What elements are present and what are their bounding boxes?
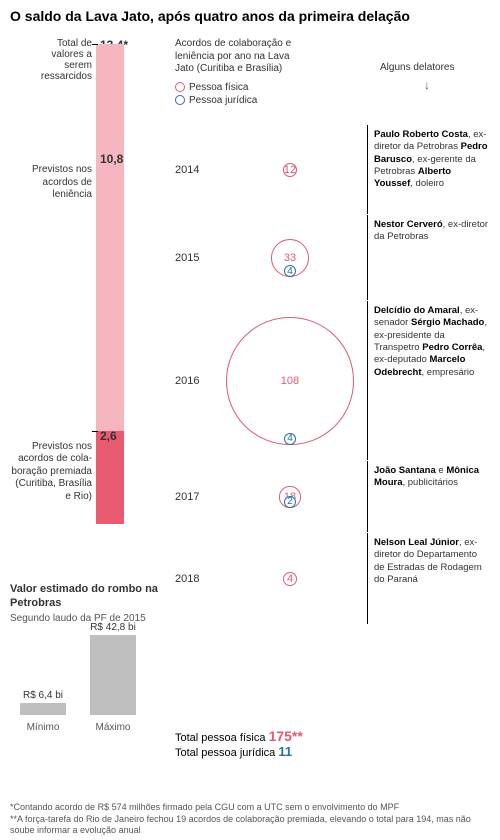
minmax-chart: Valor estimado do rombo na Petrobras Seg…: [10, 583, 180, 743]
total-pj: Total pessoa jurídica 11: [175, 744, 303, 759]
totals: Total pessoa física 175** Total pessoa j…: [175, 728, 303, 759]
delators-text: Delcídio do Amaral, ex-senador Sérgio Ma…: [374, 305, 490, 379]
row-separator: [367, 301, 368, 460]
minmax-bar-label: Mínimo: [13, 722, 73, 733]
minmax-bar: [20, 703, 66, 715]
bubble-row: 2018 4 Nelson Leal Júnior, ex-diretor do D…: [175, 532, 490, 624]
legend-pj: Pessoa jurídica: [175, 95, 490, 106]
bubble-heading: Acordos de colaboração e leniência por a…: [175, 38, 305, 76]
stacked-total-label: Total de valores a serem ressarcidos: [22, 38, 92, 82]
minmax-title: Valor estimado do rombo na Petrobras: [10, 583, 180, 611]
bubble-rows: 2014 12 Paulo Roberto Costa, ex-diretor da…: [175, 124, 490, 624]
segment-label: Previstos nos acordos de cola- boração p…: [10, 441, 92, 504]
legend-pf-label: Pessoa física: [189, 82, 248, 93]
legend-pj-label: Pessoa jurídica: [189, 95, 257, 106]
delators-text: João Santana e Mônica Moura, publicitári…: [374, 465, 490, 490]
total-pf-label: Total pessoa física: [175, 732, 266, 744]
bubble-row: 2014 12 Paulo Roberto Costa, ex-diretor da…: [175, 124, 490, 214]
row-separator: [367, 215, 368, 300]
total-pj-value: 11: [278, 744, 292, 759]
year-label: 2018: [175, 573, 199, 585]
row-separator: [367, 533, 368, 624]
page-title: O saldo da Lava Jato, após quatro anos d…: [0, 0, 500, 28]
total-pf: Total pessoa física 175**: [175, 728, 303, 744]
bubble-pj: 2: [284, 496, 296, 508]
legend: Pessoa física Pessoa jurídica: [175, 82, 490, 106]
bubble-area: 12: [215, 125, 365, 214]
legend-pj-icon: [175, 95, 185, 105]
minmax-bar-value: R$ 6,4 bi: [13, 690, 73, 701]
main-area: Total de valores a serem ressarcidos 13,…: [0, 28, 500, 788]
bubble-row: 20161084Delcídio do Amaral, ex-senador S…: [175, 300, 490, 460]
bubble-area: 334: [215, 215, 365, 300]
stacked-segment: [96, 431, 124, 524]
bubble-row: 2015 334 Nestor Cerveró, ex-diretor da Pet…: [175, 214, 490, 300]
delatores-heading: Alguns delatores: [380, 62, 480, 73]
stacked-bar-chart: Total de valores a serem ressarcidos 13,…: [10, 38, 170, 558]
segment-value: 2,6: [100, 429, 117, 443]
bubble-row: 2017 182 João Santana e Mônica Moura, publ…: [175, 460, 490, 532]
minmax-bar: [90, 635, 136, 715]
legend-pf: Pessoa física: [175, 82, 490, 93]
bubble-pf: 4: [283, 572, 297, 586]
bubble-pf: 12: [283, 163, 297, 177]
total-pj-label: Total pessoa jurídica: [175, 747, 275, 759]
segment-label: Previstos nos acordos de leniência: [10, 164, 92, 202]
total-pf-value: 175**: [269, 728, 303, 744]
year-label: 2017: [175, 491, 199, 503]
bubble-column: Acordos de colaboração e leniência por a…: [175, 38, 490, 108]
footnote-1: *Contando acordo de R$ 574 milhões firma…: [10, 802, 490, 813]
segment-value: 10,8: [100, 152, 123, 166]
stacked-segment: [96, 44, 124, 431]
footnotes: *Contando acordo de R$ 574 milhões firma…: [10, 802, 490, 836]
bubble-area: 4: [215, 533, 365, 624]
row-separator: [367, 461, 368, 532]
legend-pf-icon: [175, 82, 185, 92]
row-separator: [367, 125, 368, 214]
stacked-bar-track: [96, 44, 124, 524]
bubble-area: 182: [215, 461, 365, 532]
delators-text: Nestor Cerveró, ex-diretor da Petrobras: [374, 219, 490, 244]
bubble-pj: 4: [284, 433, 296, 445]
arrow-down-icon: ↓: [424, 78, 430, 92]
year-label: 2015: [175, 252, 199, 264]
delators-text: Nelson Leal Júnior, ex-diretor do Depart…: [374, 537, 490, 586]
delators-text: Paulo Roberto Costa, ex-diretor da Petro…: [374, 129, 490, 191]
minmax-bar-label: Máximo: [83, 722, 143, 733]
bubble-pf: 108: [226, 317, 353, 444]
minmax-bars: R$ 6,4 biMínimoR$ 42,8 biMáximo: [10, 633, 180, 733]
bubble-area: 1084: [215, 301, 365, 460]
year-label: 2014: [175, 164, 199, 176]
year-label: 2016: [175, 375, 199, 387]
minmax-bar-value: R$ 42,8 bi: [83, 622, 143, 633]
footnote-2: **A força-tarefa do Rio de Janeiro fecho…: [10, 814, 490, 837]
